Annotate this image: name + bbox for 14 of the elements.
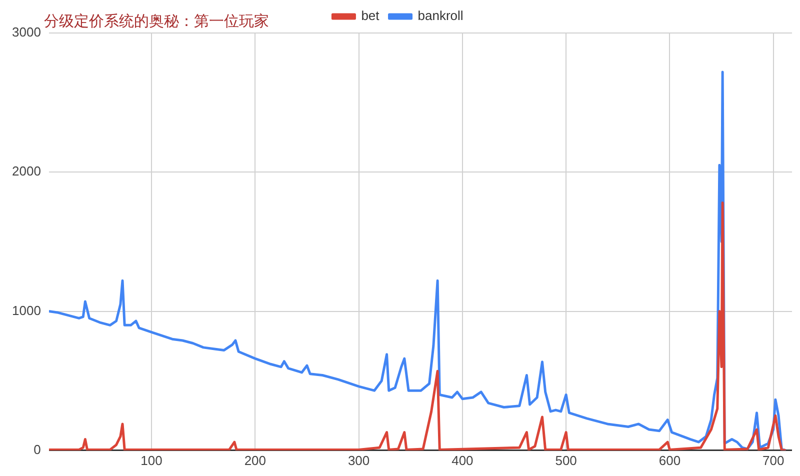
y-tick-label: 2000 (12, 164, 41, 179)
x-tick-label: 500 (555, 452, 577, 468)
x-tick-label: 300 (348, 452, 370, 468)
x-tick-label: 100 (140, 452, 162, 468)
x-tick-label: 200 (244, 452, 266, 468)
chart-title: 分级定价系统的奥秘：第一位玩家 (44, 12, 269, 31)
x-tick-label: 600 (658, 452, 681, 468)
x-tick-label: 700 (762, 452, 784, 468)
y-tick-label: 3000 (12, 24, 41, 40)
legend-label: bankroll (418, 8, 464, 24)
x-tick-label: 400 (452, 452, 474, 468)
y-tick-label: 0 (34, 442, 41, 457)
legend-label: bet (361, 8, 380, 24)
y-tick-label: 1000 (12, 302, 41, 318)
